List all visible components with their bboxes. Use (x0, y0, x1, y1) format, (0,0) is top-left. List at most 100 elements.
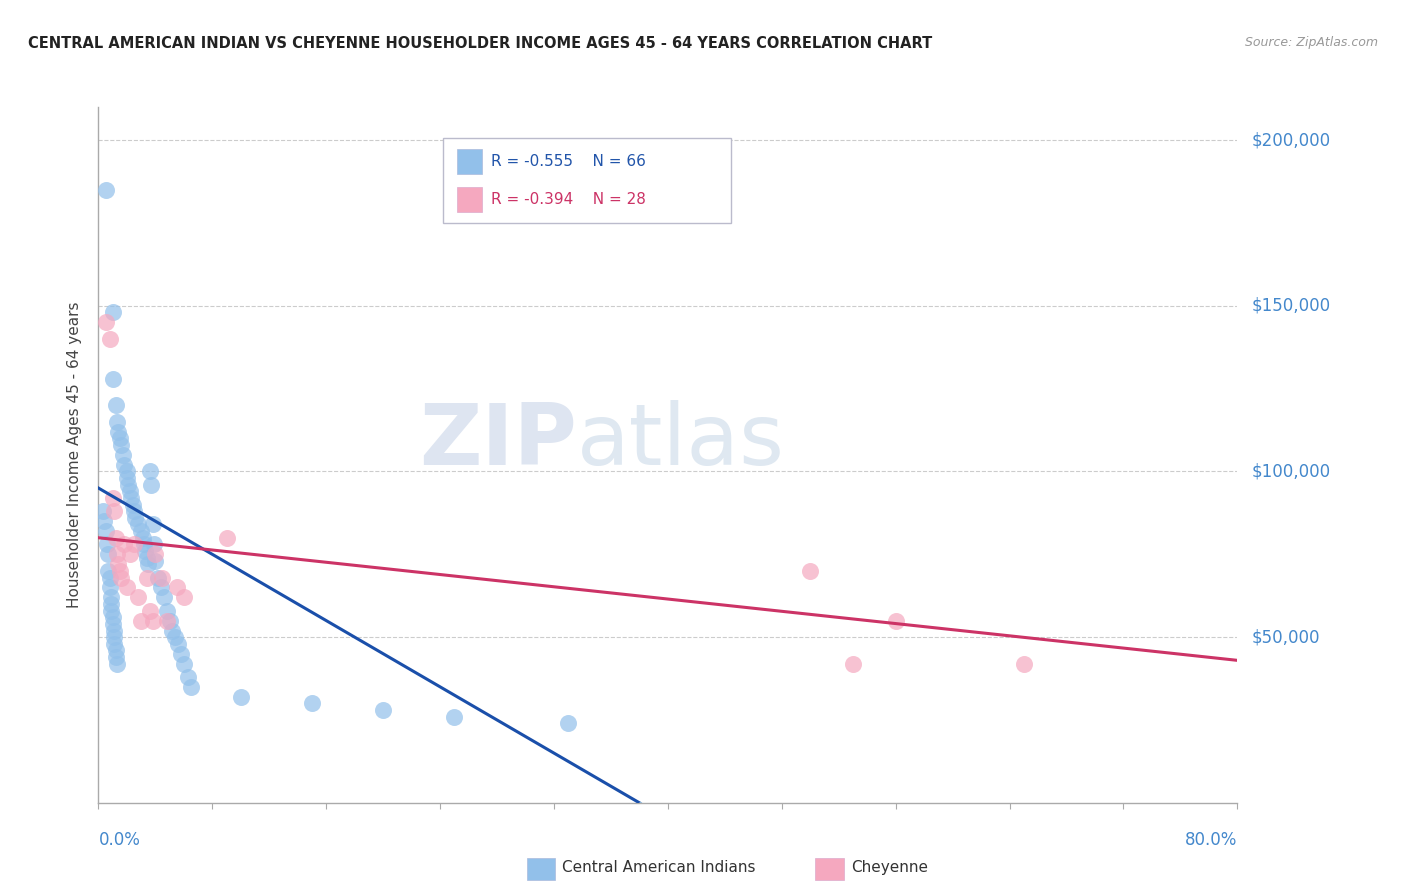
Point (373, 703, 395, 717)
Text: R = -0.555    N = 66: R = -0.555 N = 66 (491, 154, 645, 169)
Point (94, 183, 117, 197)
Text: atlas: atlas (576, 400, 785, 483)
Point (173, 657, 195, 671)
Point (1012, 657, 1035, 671)
Point (115, 465, 138, 479)
Point (142, 537, 165, 551)
Point (115, 471, 138, 485)
Text: CENTRAL AMERICAN INDIAN VS CHEYENNE HOUSEHOLDER INCOME AGES 45 - 64 YEARS CORREL: CENTRAL AMERICAN INDIAN VS CHEYENNE HOUS… (28, 36, 932, 51)
Point (108, 431, 131, 445)
Point (101, 491, 124, 505)
Point (98, 570, 121, 584)
Text: $100,000: $100,000 (1251, 462, 1330, 481)
Point (117, 477, 139, 491)
Point (145, 554, 167, 568)
Point (118, 484, 141, 499)
Point (138, 604, 160, 618)
Point (166, 581, 188, 595)
Point (97, 547, 120, 561)
Point (110, 438, 132, 452)
Point (134, 544, 156, 558)
Text: 0.0%: 0.0% (98, 830, 141, 848)
Point (153, 591, 176, 605)
Point (103, 637, 125, 651)
Point (107, 425, 129, 439)
Point (101, 616, 124, 631)
Point (112, 537, 135, 551)
Point (101, 305, 124, 319)
Point (121, 498, 143, 512)
Point (108, 564, 131, 578)
Point (122, 504, 145, 518)
Point (138, 465, 160, 479)
Point (94, 315, 117, 329)
Point (152, 570, 174, 584)
Point (104, 650, 127, 665)
Point (103, 504, 125, 518)
Point (557, 716, 579, 731)
Point (132, 537, 155, 551)
Point (91, 504, 114, 518)
Point (101, 372, 124, 386)
Point (105, 415, 128, 429)
Point (100, 597, 122, 611)
Point (127, 517, 149, 532)
Point (150, 581, 173, 595)
Point (170, 647, 193, 661)
Point (97, 564, 120, 578)
Point (180, 680, 202, 694)
Point (101, 610, 124, 624)
Point (111, 448, 134, 462)
Point (156, 604, 179, 618)
Text: ZIP: ZIP (419, 400, 576, 483)
Point (103, 624, 125, 638)
Point (131, 531, 153, 545)
Point (156, 614, 179, 628)
Point (136, 558, 159, 572)
Point (100, 604, 122, 618)
Point (141, 517, 163, 532)
Point (135, 550, 157, 565)
Point (173, 591, 195, 605)
Point (118, 547, 141, 561)
Text: Cheyenne: Cheyenne (851, 861, 928, 875)
Point (105, 547, 128, 561)
Point (301, 697, 323, 711)
Point (443, 709, 465, 723)
Point (115, 581, 138, 595)
Point (141, 614, 163, 628)
Point (105, 657, 128, 671)
Point (124, 511, 146, 525)
Point (103, 630, 125, 644)
Point (94, 524, 117, 538)
Text: 80.0%: 80.0% (1185, 830, 1237, 848)
Point (215, 531, 238, 545)
Point (167, 637, 190, 651)
Text: $200,000: $200,000 (1251, 131, 1330, 149)
Text: $50,000: $50,000 (1251, 628, 1320, 646)
Text: Source: ZipAtlas.com: Source: ZipAtlas.com (1244, 36, 1378, 49)
Point (112, 458, 135, 472)
Point (98, 581, 121, 595)
Point (100, 591, 122, 605)
Point (139, 477, 162, 491)
Point (98, 332, 121, 346)
Text: R = -0.394    N = 28: R = -0.394 N = 28 (491, 192, 645, 207)
Point (122, 537, 145, 551)
Point (145, 547, 167, 561)
Point (165, 630, 187, 644)
Point (135, 570, 157, 584)
Point (229, 690, 252, 704)
Point (159, 614, 181, 628)
Point (177, 670, 200, 684)
Point (104, 398, 127, 412)
Text: Central American Indians: Central American Indians (562, 861, 756, 875)
Point (96, 537, 118, 551)
Text: $150,000: $150,000 (1251, 297, 1330, 315)
Point (884, 614, 907, 628)
Point (162, 624, 184, 638)
Point (93, 514, 115, 528)
Point (104, 531, 127, 545)
Point (104, 643, 127, 657)
Point (127, 591, 149, 605)
